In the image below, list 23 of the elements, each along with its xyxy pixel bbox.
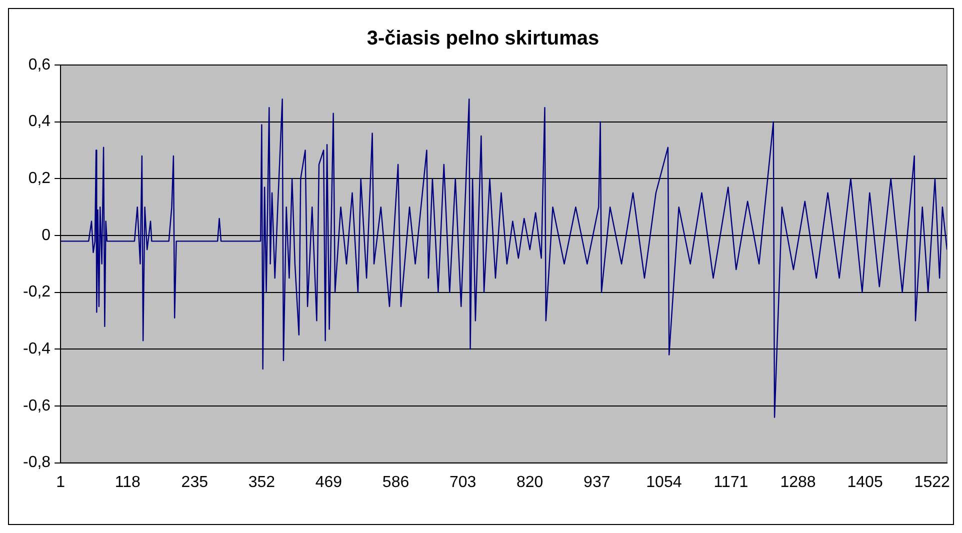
x-tick-label: 469 [315,474,342,491]
y-tick-label: -0,6 [22,397,51,414]
x-tick-label: 1288 [780,474,816,491]
y-tick-label: 0,6 [28,56,51,74]
y-tick-label: 0,4 [28,113,51,130]
x-tick-label: 352 [248,474,276,491]
x-tick-label: 1 [56,474,66,491]
x-tick-label: 1054 [646,474,682,491]
chart-title: 3-čiasis pelno skirtumas [366,28,600,50]
x-tick-label: 937 [584,474,610,491]
x-tick-label: 586 [382,474,410,491]
x-tick-label: 235 [181,474,208,491]
y-tick-label: 0,2 [28,170,51,188]
y-tick-label: -0,8 [22,454,51,472]
x-tick-label: 1171 [714,474,748,491]
x-tick-label: 820 [516,474,544,491]
x-tick-label: 118 [114,474,140,491]
y-tick-label: -0,4 [22,340,51,358]
y-tick-label: -0,2 [22,284,51,301]
x-tick-label: 1405 [847,474,883,491]
x-tick-label: 1522 [914,474,950,491]
x-tick-label: 703 [449,474,476,491]
y-tick-label: 0 [42,226,51,244]
